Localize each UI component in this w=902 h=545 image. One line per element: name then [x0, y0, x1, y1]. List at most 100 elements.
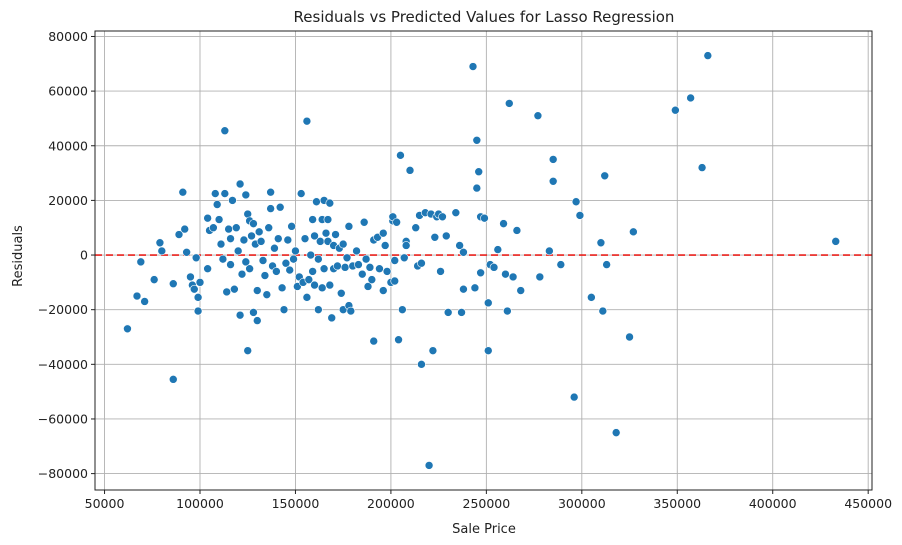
data-point	[226, 260, 235, 269]
data-point	[382, 267, 392, 276]
data-point	[272, 267, 281, 276]
data-point	[249, 219, 258, 228]
data-point	[252, 286, 262, 295]
data-point	[222, 287, 232, 297]
data-point	[149, 275, 159, 284]
data-point	[226, 234, 235, 243]
data-point	[671, 105, 680, 115]
data-point	[336, 288, 346, 298]
data-point	[235, 179, 245, 189]
data-point	[411, 223, 421, 233]
data-point	[203, 213, 212, 223]
data-point	[533, 111, 543, 120]
data-point	[310, 280, 319, 290]
data-point	[472, 135, 482, 145]
y-tick-label: 20000	[48, 193, 88, 208]
data-point	[254, 227, 264, 237]
data-point	[235, 310, 245, 320]
data-point	[430, 232, 440, 242]
data-point	[302, 293, 312, 302]
data-point	[455, 241, 464, 250]
data-point	[476, 268, 485, 278]
data-point	[191, 253, 201, 263]
data-point	[260, 271, 270, 280]
data-point	[598, 306, 608, 316]
data-point	[266, 187, 275, 197]
data-point	[512, 226, 522, 235]
data-point	[417, 360, 426, 369]
data-point	[327, 313, 337, 323]
x-tick-label: 300000	[558, 496, 606, 511]
data-point	[189, 284, 199, 294]
y-tick-label: 40000	[48, 138, 88, 153]
data-point	[556, 260, 566, 269]
data-point	[256, 237, 266, 246]
data-point	[214, 215, 224, 224]
y-tick-label: 0	[80, 248, 88, 263]
data-point	[300, 234, 310, 243]
data-point	[394, 335, 403, 345]
data-point	[602, 260, 611, 269]
y-axis-label: Residuals	[11, 225, 26, 287]
data-point	[535, 272, 545, 282]
x-tick-label: 400000	[749, 496, 797, 511]
data-point	[310, 231, 319, 241]
data-point	[596, 238, 606, 248]
data-point	[331, 230, 340, 239]
data-point	[405, 166, 415, 175]
gridlines	[95, 31, 872, 490]
x-axis-label: Sale Price	[452, 522, 516, 537]
data-point	[587, 293, 596, 302]
data-point	[378, 228, 388, 238]
x-tick-label: 50000	[85, 496, 125, 511]
x-tick-label: 450000	[844, 496, 892, 511]
data-point	[611, 428, 621, 437]
data-point	[424, 461, 434, 470]
plot-frame	[94, 30, 873, 491]
x-tick-label: 350000	[653, 496, 701, 511]
data-point	[468, 62, 478, 71]
data-point	[489, 263, 499, 272]
data-point	[168, 279, 178, 289]
data-point	[575, 211, 585, 220]
data-point	[600, 171, 610, 181]
data-point	[281, 258, 291, 268]
data-point	[228, 196, 237, 205]
data-point	[180, 224, 190, 234]
data-point	[210, 189, 220, 198]
data-point	[625, 332, 634, 342]
data-point	[182, 248, 191, 257]
data-point	[629, 227, 638, 237]
y-tick-label: −40000	[38, 357, 88, 372]
data-point	[239, 235, 249, 245]
data-point	[483, 346, 493, 355]
data-point	[296, 189, 306, 198]
data-point	[233, 246, 243, 256]
data-point	[344, 222, 354, 231]
data-point	[314, 254, 323, 264]
data-point	[308, 215, 317, 224]
data-point	[338, 239, 348, 249]
data-point	[277, 283, 287, 293]
data-point	[508, 272, 518, 282]
data-point	[436, 267, 445, 276]
data-point	[472, 183, 482, 193]
data-point	[321, 228, 331, 238]
data-point	[140, 297, 149, 306]
data-point	[230, 284, 239, 294]
data-point	[354, 260, 363, 269]
x-tick-label: 250000	[463, 496, 511, 511]
data-point	[315, 237, 325, 246]
data-point	[323, 215, 333, 224]
data-point	[237, 269, 247, 279]
data-point	[224, 224, 233, 234]
y-tick-label: −20000	[38, 302, 88, 317]
data-point	[499, 219, 508, 228]
data-point	[249, 308, 258, 317]
data-point	[417, 258, 426, 268]
data-point	[342, 253, 352, 263]
data-point	[220, 189, 230, 198]
data-point	[361, 254, 371, 264]
data-point	[548, 155, 558, 164]
